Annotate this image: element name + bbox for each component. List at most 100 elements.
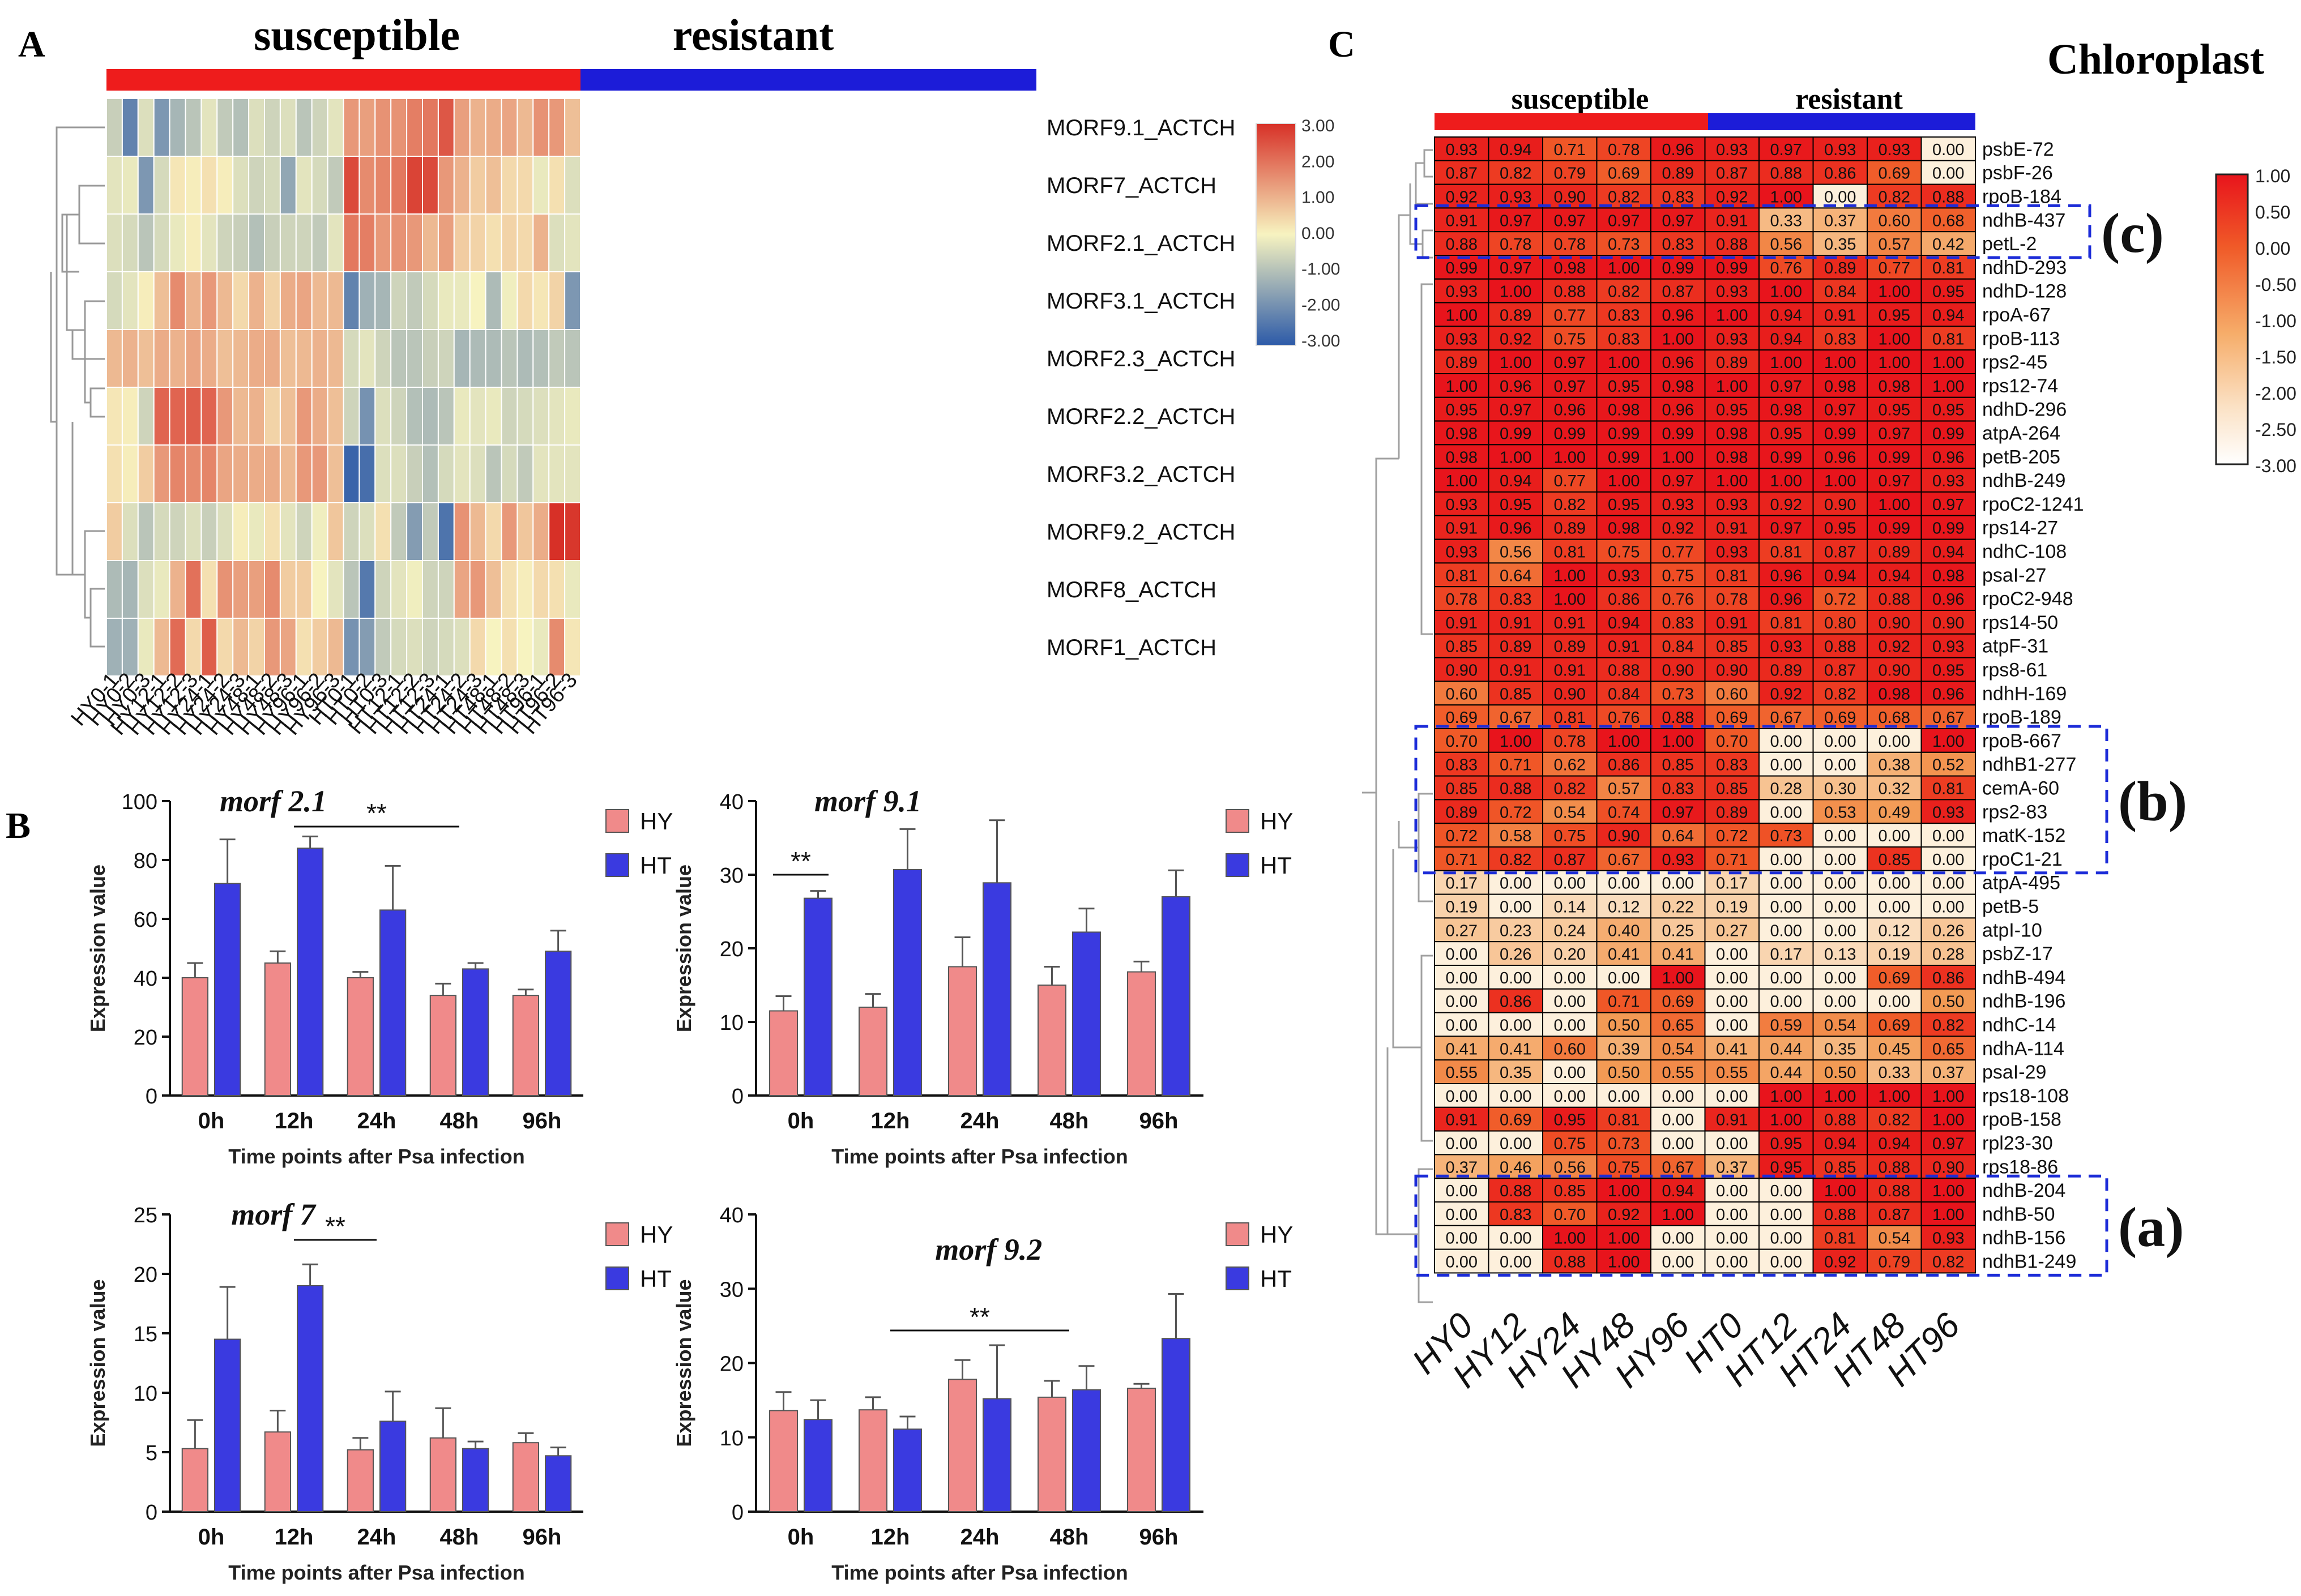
c-cell-rps12-74-ht48-value: 0.98: [1879, 378, 1910, 396]
c-cell-matk-152-ht24-value: 0.00: [1824, 827, 1856, 845]
c-cell-ndhd-296-ht24-value: 0.97: [1824, 401, 1856, 420]
morf-2-1-xtick-label-24h: 24h: [357, 1109, 396, 1133]
morf-9-1-xtick-label-24h: 24h: [960, 1109, 1000, 1133]
morf-2-1-bar-ht-0h: [214, 883, 241, 1096]
c-cell-rpoc2-948-ht96-value: 0.96: [1932, 591, 1964, 609]
c-cell-rps14-27-hy96: [1650, 515, 1706, 540]
morf-2-1-xtick-label-96h: 96h: [523, 1109, 562, 1133]
heatmap-a-cell-morf3-2-actch-hy96-2: [311, 444, 328, 503]
c-row-label-rps2-45: rps2-45: [1982, 352, 2047, 373]
colorbar-c-tick-2-50: -2.50: [2255, 420, 2296, 440]
c-cell-rpoc2-948-ht0: [1704, 586, 1760, 611]
c-cell-ndhb1-277-hy96-value: 0.85: [1662, 756, 1694, 775]
c-cell-petb-5-ht24-value: 0.00: [1824, 898, 1856, 917]
c-cell-rpob-189-hy12-value: 0.67: [1500, 709, 1531, 727]
c-cell-psbe-72-ht96: [1920, 136, 1976, 161]
row-label-morf3-1-actch: MORF3.1_ACTCH: [1047, 289, 1235, 314]
heatmap-a-cell-morf8-actch-ht24-1: [437, 560, 455, 619]
heatmap-a-cell-morf2-2-actch-hy0-3: [137, 387, 155, 446]
c-cell-rps2-45-hy24-value: 0.97: [1554, 354, 1586, 372]
c-cell-ndhd-128-hy48: [1596, 278, 1651, 303]
heatmap-a-cell-morf3-2-actch-ht24-1: [437, 444, 455, 503]
heatmap-a-cell-morf2-1-actch-hy48-2: [264, 213, 281, 272]
c-cell-rps14-27-hy0: [1434, 515, 1489, 540]
c-cell-rps2-83-ht24-value: 0.53: [1824, 803, 1856, 821]
c-cell-ndhc-14-hy48-value: 0.50: [1608, 1017, 1640, 1035]
heatmap-a-cell-morf9-2-actch-ht24-1: [437, 502, 455, 561]
morf-9-2-xtick-label-0h: 0h: [788, 1525, 814, 1550]
heatmap-a-cell-morf2-1-actch-ht24-3: [469, 213, 486, 272]
colorbar-c-tick-1-00: 1.00: [2255, 166, 2290, 186]
morf-2-1-bar-hy-12h: [264, 962, 291, 1096]
c-cell-rpob-113-ht12-value: 0.94: [1770, 330, 1802, 348]
morf-2-1-ytick-label-20: 20: [134, 1026, 157, 1050]
heatmap-a-cell-morf1-actch-ht0-3: [374, 618, 392, 677]
c-row-label-atpa-264: atpA-264: [1982, 423, 2060, 444]
heatmap-a-cell-morf8-actch-ht96-2: [548, 560, 566, 619]
c-cell-psai-29-hy96-value: 0.55: [1662, 1064, 1694, 1082]
heatmap-a-cell-morf7-actch-ht48-2: [501, 156, 518, 215]
c-cell-ndhb-156-hy96-value: 0.00: [1662, 1230, 1694, 1248]
c-cell-ndhb1-277-ht96-value: 0.52: [1932, 756, 1964, 775]
c-cell-ndhb-437-ht48-value: 0.60: [1879, 212, 1910, 230]
heatmap-a-cell-morf9-2-actch-ht48-1: [485, 502, 502, 561]
c-cell-rpoc1-21-hy0-value: 0.71: [1446, 851, 1478, 869]
morf-9-1-significance-label: **: [791, 846, 811, 876]
c-heatmap-grid: 0.93 0.94 0.71 0.78 0.96 0.93 0.97 0.93 0.93 0.00…: [1434, 136, 1976, 1274]
morf-9-1-xlabel: Time points after Psa infection: [831, 1145, 1128, 1168]
heatmap-a-cell-morf1-actch-hy0-2: [121, 618, 139, 677]
morf-7-bar-hy-12h: [264, 1431, 291, 1513]
heatmap-a-cell-morf9-1-actch-ht48-2: [501, 98, 518, 157]
c-cell-rps2-45-hy12: [1488, 349, 1543, 375]
c-row-label-ndhb1-277: ndhB1-277: [1982, 754, 2076, 776]
c-cell-ndhb-156-hy24-value: 1.00: [1554, 1230, 1586, 1248]
c-cell-ndhb-156-ht12-value: 0.00: [1770, 1230, 1802, 1248]
heatmap-a-cell-morf2-3-actch-hy12-3: [185, 329, 202, 388]
c-cell-ndhc-14-ht48-value: 0.69: [1879, 1017, 1910, 1035]
c-cell-rpob-113-hy12-value: 0.92: [1500, 330, 1531, 348]
heatmap-a-cell-morf9-2-actch-ht48-3: [516, 502, 534, 561]
c-row-label-rps14-50: rps14-50: [1982, 612, 2058, 634]
heatmap-a-cell-morf3-1-actch-hy0-3: [137, 271, 155, 330]
c-row-label-rpoc1-21: rpoC1-21: [1982, 849, 2063, 870]
heatmap-a-cell-morf3-2-actch-hy0-3: [137, 444, 155, 503]
c-cell-ndhh-169-ht12: [1758, 681, 1814, 706]
heatmap-a-cell-morf2-1-actch-ht96-3: [564, 213, 581, 272]
heatmap-a-cell-morf7-actch-hy12-2: [169, 156, 186, 215]
heatmap-a-cell-morf3-2-actch-hy12-1: [153, 444, 170, 503]
c-cell-atpf-31-hy0-value: 0.85: [1446, 638, 1478, 656]
heatmap-a-cell-morf8-actch-hy12-3: [185, 560, 202, 619]
heatmap-a-cell-morf2-1-actch-hy24-2: [216, 213, 234, 272]
heatmap-a-cell-morf1-actch-hy48-3: [279, 618, 297, 677]
c-row-dendrogram: [1362, 149, 1433, 1303]
heatmap-a-cell-morf9-1-actch-hy24-2: [216, 98, 234, 157]
heatmap-a-cell-morf3-2-actch-hy96-3: [327, 444, 344, 503]
c-cell-rps2-83-ht0-value: 0.89: [1716, 803, 1748, 821]
c-cell-ndhb-249-hy48: [1596, 468, 1651, 493]
c-cell-petl-2-ht96-value: 0.42: [1932, 236, 1964, 254]
c-cell-psbe-72-ht0: [1704, 136, 1760, 161]
c-cell-ndhd-293-hy24-value: 0.98: [1554, 259, 1586, 277]
c-cell-ndhb-249-hy12-value: 0.94: [1500, 472, 1531, 490]
c-cell-petb-205-hy48-value: 0.99: [1608, 448, 1640, 467]
c-cell-rpoc2-1241-ht0-value: 0.93: [1716, 496, 1748, 514]
c-cell-rps18-108-hy12: [1488, 1083, 1543, 1108]
heatmap-a-cell-morf2-1-actch-hy24-3: [232, 213, 250, 272]
c-highlight-boxes: (c) (b) (a): [1414, 202, 2187, 1277]
heatmap-a-cell-morf3-2-actch-hy48-1: [248, 444, 266, 503]
c-box-label-c: (c): [2101, 202, 2164, 264]
heatmap-a-cell-morf8-actch-hy48-1: [248, 560, 266, 619]
c-cell-ndhb-437-ht12-value: 0.33: [1770, 212, 1802, 230]
c-cell-petl-2-hy24: [1542, 231, 1598, 256]
heatmap-a-cell-morf2-1-actch-hy96-3: [327, 213, 344, 272]
c-row-label-matk-152: matK-152: [1982, 825, 2065, 846]
c-cell-rps14-27-ht0-value: 0.91: [1716, 520, 1748, 538]
heatmap-a-cell-morf3-2-actch-ht48-1: [485, 444, 502, 503]
c-cell-rpoc1-21-hy48-value: 0.67: [1608, 851, 1640, 869]
c-cell-rps8-61-ht96-value: 0.95: [1932, 662, 1964, 680]
morf-2-1-xlabel: Time points after Psa infection: [228, 1145, 524, 1168]
c-cell-rps14-50-ht48-value: 0.90: [1879, 614, 1910, 632]
morf-9-2-xtick-label-96h: 96h: [1139, 1525, 1179, 1550]
morf-2-1-legend-label-hy: HY: [640, 808, 673, 835]
c-cell-psbf-26-hy48-value: 0.69: [1608, 165, 1640, 183]
